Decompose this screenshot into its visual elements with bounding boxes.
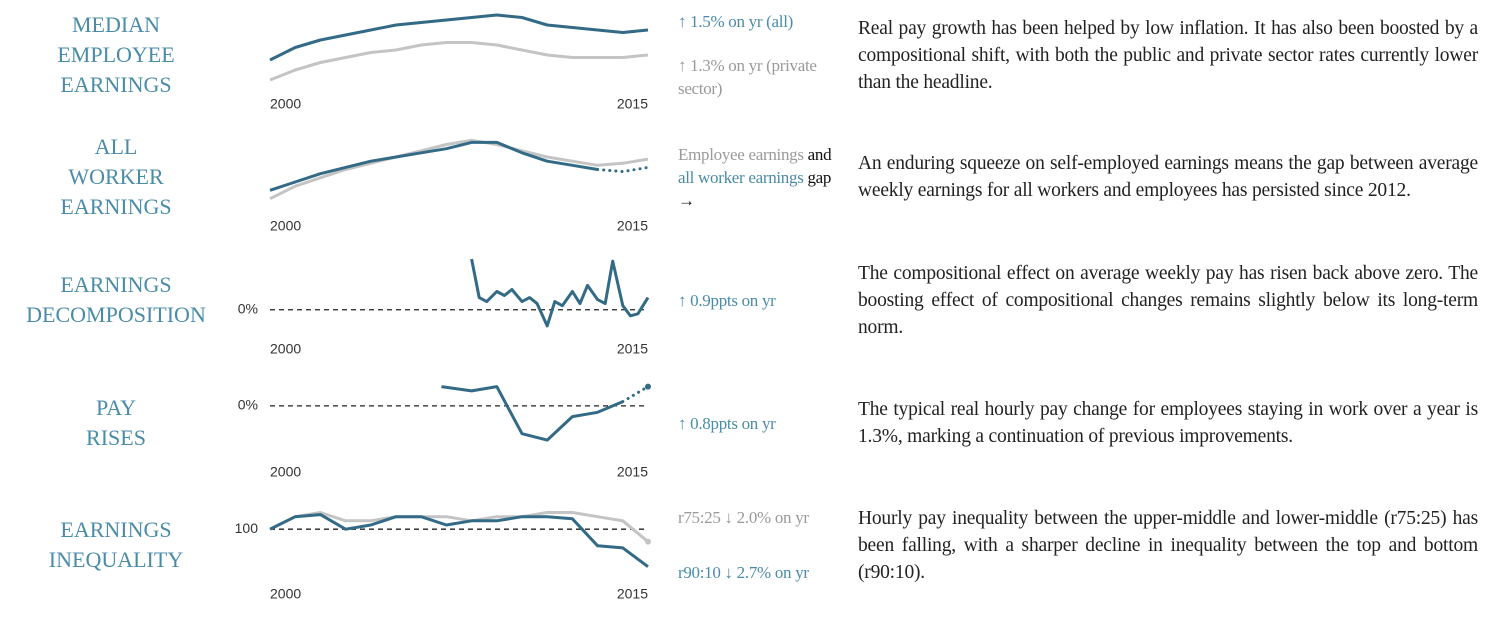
row-label-line: EARNINGS	[60, 194, 172, 219]
sparkline: 2000 2015 0%	[238, 258, 650, 357]
chart-row: PAY RISES 2000 2015 0% ↑ 0.8ppts on yr The typ…	[0, 368, 1486, 491]
series-line	[269, 13, 649, 62]
sparkline: 2000 2015	[269, 13, 649, 112]
sparkline: 2000 2015 100	[235, 511, 651, 602]
row-label-line: EARNINGS	[60, 72, 172, 97]
annotation-text: Employee earnings	[678, 144, 804, 164]
row-label-line: EARNINGS	[60, 272, 172, 297]
description: An enduring squeeze on self-employed ear…	[858, 153, 1478, 201]
series-line	[621, 385, 650, 404]
annotation-text: r90:10 ↓ 2.7% on yr	[678, 563, 809, 582]
x-tick-label: 2000	[270, 96, 301, 112]
series-line	[441, 385, 624, 442]
annotation-text: gap →	[678, 167, 832, 210]
x-tick-label: 2015	[617, 341, 648, 357]
series-line	[269, 140, 598, 192]
x-tick-label: 2015	[617, 586, 648, 602]
row-label-line: RISES	[86, 425, 146, 450]
annotation-text: and	[807, 144, 832, 164]
end-marker	[645, 383, 651, 390]
end-marker	[645, 538, 651, 545]
annotation: r75:25 ↓ 2.0% on yr	[678, 506, 838, 529]
x-tick-label: 2015	[617, 464, 648, 480]
series-line	[470, 258, 650, 328]
description: The compositional effect on average week…	[858, 262, 1478, 338]
chart-row: EARNINGS DECOMPOSITION 2000 2015 0% ↑ 0.9ppts…	[0, 245, 1486, 368]
annotation-text: ↑ 1.3% on yr (private sector)	[678, 55, 817, 98]
y-tick-label: 0%	[238, 397, 258, 413]
description-box: Hourly pay inequality between the upper-…	[858, 490, 1478, 600]
x-tick-label: 2000	[270, 464, 301, 480]
row-label-line: INEQUALITY	[48, 547, 184, 572]
annotation: r90:10 ↓ 2.7% on yr	[678, 561, 838, 584]
row-label-line: EARNINGS	[60, 517, 172, 542]
description-box: An enduring squeeze on self-employed ear…	[858, 122, 1478, 232]
annotation-text: ↑ 1.5% on yr (all)	[678, 12, 793, 32]
description: Real pay growth has been helped by low i…	[858, 17, 1478, 93]
description-box: Real pay growth has been helped by low i…	[858, 0, 1478, 110]
annotation: ↑ 1.5% on yr (all)	[678, 10, 838, 33]
annotation: ↑ 0.9ppts on yr	[678, 289, 838, 312]
row-label-line: WORKER	[68, 164, 164, 189]
sparkline: 2000 2015	[269, 138, 650, 234]
x-tick-label: 2000	[270, 218, 301, 234]
annotations: ↑ 1.5% on yr (all) ↑ 1.3% on yr (private …	[678, 0, 838, 110]
series-line	[269, 513, 649, 568]
x-tick-label: 2015	[617, 218, 648, 234]
x-tick-label: 2015	[617, 96, 648, 112]
annotation-text: r75:25 ↓ 2.0% on yr	[678, 508, 809, 527]
chart-row: EARNINGS INEQUALITY 2000 2015 100 r75:25 ↓ 2.…	[0, 490, 1486, 613]
row-label-line: DECOMPOSITION	[26, 302, 206, 327]
row-label: MEDIAN EMPLOYEE EARNINGS	[0, 0, 232, 110]
annotations: Employee earnings and all worker earning…	[678, 122, 838, 232]
row-label-line: EMPLOYEE	[57, 42, 175, 67]
x-tick-label: 2000	[270, 341, 301, 357]
annotation-text: ↑ 0.9ppts on yr	[678, 290, 776, 310]
annotations: ↑ 0.8ppts on yr	[678, 368, 838, 478]
series-line	[269, 41, 649, 82]
chart-row: MEDIAN EMPLOYEE EARNINGS 2000 2015 ↑ 1.5% on …	[0, 0, 1486, 123]
x-tick-label: 2000	[270, 586, 301, 602]
description: The typical real hourly pay change for e…	[858, 399, 1478, 447]
annotation-text: all worker earnings	[678, 167, 804, 187]
row-label-line: PAY	[96, 395, 136, 420]
series-line	[596, 165, 650, 174]
annotation: Employee earnings and all worker earning…	[678, 143, 838, 212]
description-box: The compositional effect on average week…	[858, 245, 1478, 355]
annotations: r75:25 ↓ 2.0% on yr r90:10 ↓ 2.7% on yr	[678, 490, 838, 600]
series-line	[269, 511, 649, 543]
y-tick-label: 100	[235, 520, 259, 536]
description-box: The typical real hourly pay change for e…	[858, 368, 1478, 478]
annotation: ↑ 1.3% on yr (private sector)	[678, 54, 838, 100]
row-label: EARNINGS INEQUALITY	[0, 490, 232, 600]
annotations: ↑ 0.9ppts on yr	[678, 245, 838, 355]
row-label: ALL WORKER EARNINGS	[0, 122, 232, 232]
row-label-line: ALL	[94, 134, 138, 159]
annotation: ↑ 0.8ppts on yr	[678, 412, 838, 435]
sparkline: 2000 2015 0%	[238, 383, 651, 480]
row-label-line: MEDIAN	[72, 12, 160, 37]
chart-row: ALL WORKER EARNINGS 2000 2015 Employee earnin…	[0, 122, 1486, 245]
series-line	[269, 138, 649, 201]
annotation-text: ↑ 0.8ppts on yr	[678, 413, 776, 433]
row-label: PAY RISES	[0, 368, 232, 478]
y-tick-label: 0%	[238, 300, 258, 316]
description: Hourly pay inequality between the upper-…	[858, 507, 1478, 583]
row-label: EARNINGS DECOMPOSITION	[0, 245, 232, 355]
